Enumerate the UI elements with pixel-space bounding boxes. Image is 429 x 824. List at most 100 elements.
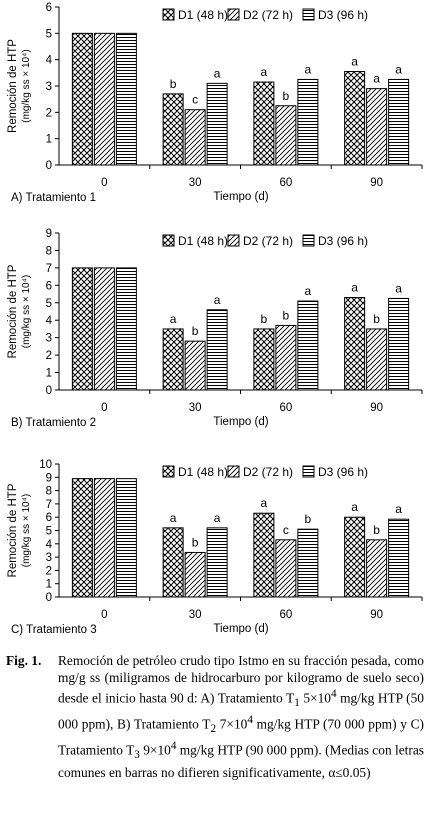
bar [93,32,115,166]
significance-letter: a [351,281,358,295]
x-tick-label: 60 [279,402,292,414]
bar [366,328,388,391]
y-tick-label: 5 [46,526,52,538]
bar [184,551,206,598]
panel-label: C) Tratamiento 3 [11,624,97,636]
y-tick-label: 1 [46,134,52,146]
y-tick-label: 2 [46,350,52,362]
y-axis-title: Remoción de HTP [7,39,19,133]
significance-letter: b [192,535,199,549]
y-tick-label: 3 [46,333,52,345]
panel-label: A) Tratamiento 1 [11,192,96,204]
bar [344,297,366,391]
figure-caption-text: Remoción de petróleo crudo tipo Istmo en… [58,653,424,781]
x-axis-title: Tiempo (d) [213,416,268,428]
bar [366,88,388,166]
figure-caption-label: Fig. 1. [6,653,42,668]
bar [71,32,93,166]
x-tick-label: 60 [279,609,292,621]
significance-letter: a [395,502,402,516]
y-tick-label: 3 [46,81,52,93]
significance-letter: a [170,312,177,326]
y-tick-label: 7 [46,499,52,511]
legend-label: D3 (96 h) [318,465,368,479]
legend-swatch [227,465,240,478]
significance-letter: b [192,324,199,338]
bar [344,516,366,598]
y-tick-label: 5 [46,28,52,40]
x-tick-label: 30 [189,402,202,414]
bar [253,512,275,598]
bar [388,297,410,391]
y-axis-subtitle: (mg/kg ss × 10⁴) [21,494,32,568]
significance-letter: a [261,496,268,510]
legend-label: D2 (72 h) [243,465,293,479]
bar [297,300,319,391]
legend-swatch [227,8,240,21]
x-tick-label: 90 [370,402,383,414]
significance-letter: b [373,523,380,537]
bar [115,478,137,598]
bar [93,478,115,598]
bar [275,324,297,391]
legend-swatch [162,8,175,21]
panel-label: B) Tratamiento 2 [11,417,96,429]
legend-swatch [302,8,315,21]
y-tick-label: 5 [46,298,52,310]
figure-caption: Fig. 1. Remoción de petróleo crudo tipo … [6,652,424,781]
x-tick-label: 30 [189,177,202,189]
significance-letter: a [261,65,268,79]
bar [297,78,319,166]
legend-label: D1 (48 h) [178,234,228,248]
x-axis-title: Tiempo (d) [213,623,268,635]
y-tick-label: 4 [46,315,53,327]
bar [253,328,275,391]
significance-letter: b [261,312,268,326]
legend-swatch [227,234,240,247]
x-tick-label: 30 [189,609,202,621]
significance-letter: a [305,284,312,298]
x-tick-label: 0 [101,609,107,621]
y-tick-label: 6 [46,512,52,524]
y-tick-label: 2 [46,565,52,577]
y-tick-label: 7 [46,263,52,275]
bar [206,82,228,166]
bar [366,539,388,598]
significance-letter: a [214,511,221,525]
y-tick-label: 4 [46,55,53,67]
y-tick-label: 0 [46,385,52,397]
significance-letter: a [373,72,380,86]
bar [344,71,366,166]
y-tick-label: 4 [46,539,53,551]
y-tick-label: 9 [46,472,52,484]
bar [184,340,206,391]
significance-letter: b [373,312,380,326]
bar [93,267,115,391]
y-tick-label: 8 [46,245,52,257]
x-tick-label: 0 [101,402,107,414]
x-axis-title: Tiempo (d) [213,191,268,203]
legend-swatch [162,234,175,247]
bar [206,309,228,391]
significance-letter: b [305,512,312,526]
x-tick-label: 60 [279,177,292,189]
y-axis-title: Remoción de HTP [7,264,19,358]
bar [115,267,137,391]
legend-swatch [302,234,315,247]
y-tick-label: 6 [46,2,52,14]
bar [162,328,184,391]
significance-letter: a [214,66,221,80]
legend-label: D1 (48 h) [178,8,228,22]
legend-swatch [302,465,315,478]
y-tick-label: 6 [46,280,52,292]
bar [297,528,319,598]
bar [162,527,184,598]
bar [115,32,137,166]
bar [71,478,93,598]
significance-letter: c [283,523,289,537]
significance-letter: b [283,89,290,103]
